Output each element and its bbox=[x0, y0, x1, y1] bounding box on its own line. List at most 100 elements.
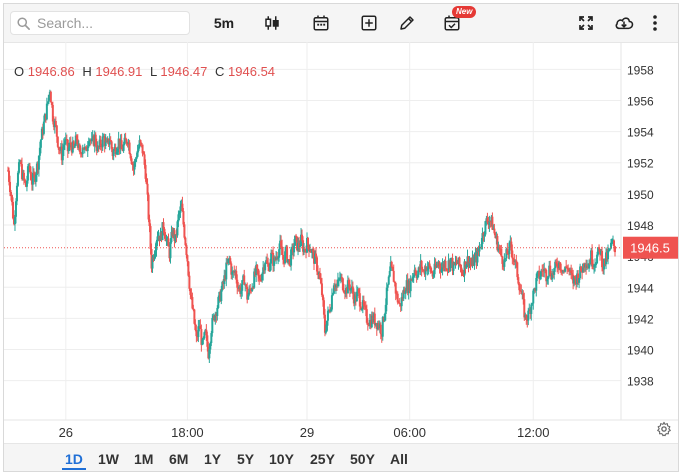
candle-body bbox=[506, 249, 509, 255]
candle-body bbox=[571, 273, 574, 275]
interval-button[interactable]: 5m bbox=[213, 15, 235, 31]
range-1y-button[interactable]: 1Y bbox=[204, 451, 222, 467]
y-tick-label: 1942 bbox=[627, 312, 654, 326]
candle-body bbox=[393, 281, 396, 284]
fullscreen-button[interactable] bbox=[574, 11, 598, 35]
candle-body bbox=[293, 245, 296, 253]
add-indicator-button[interactable] bbox=[357, 11, 381, 35]
candle-body bbox=[185, 245, 188, 256]
candle-body bbox=[384, 304, 387, 314]
candle-body bbox=[527, 310, 530, 321]
candle-body bbox=[432, 274, 435, 277]
candle-body bbox=[243, 275, 246, 285]
candle-body bbox=[51, 104, 54, 122]
events-button[interactable]: New bbox=[440, 6, 477, 35]
candle-body bbox=[321, 295, 324, 301]
candle-body bbox=[366, 322, 369, 325]
candle-body bbox=[205, 329, 208, 336]
candle-body bbox=[143, 154, 146, 165]
download-button[interactable] bbox=[611, 11, 637, 35]
high-value: 1946.91 bbox=[95, 64, 143, 79]
candle-body bbox=[383, 313, 386, 321]
candle-body bbox=[11, 202, 14, 219]
range-50y-button[interactable]: 50Y bbox=[350, 451, 375, 467]
candle-body bbox=[187, 261, 190, 276]
candle-body bbox=[76, 139, 79, 148]
candle-body bbox=[241, 280, 244, 291]
candle-body bbox=[307, 237, 310, 246]
candle-body bbox=[55, 125, 58, 137]
candle-body bbox=[559, 262, 562, 270]
candle-body bbox=[54, 120, 57, 126]
candle-body bbox=[551, 273, 554, 280]
candle-body bbox=[259, 278, 262, 281]
candle-body bbox=[510, 241, 513, 251]
candle-body bbox=[153, 254, 156, 260]
chart-widget: 5m bbox=[3, 3, 679, 472]
candle-body bbox=[544, 269, 547, 271]
more-menu-button[interactable] bbox=[646, 11, 664, 35]
range-1d-button[interactable]: 1D bbox=[62, 448, 86, 470]
candle-body bbox=[281, 246, 284, 255]
candle-body bbox=[553, 268, 556, 275]
candle-body bbox=[364, 306, 367, 310]
candle-body bbox=[46, 101, 49, 104]
candle-body bbox=[144, 164, 147, 179]
candle-body bbox=[197, 326, 200, 338]
range-10y-button[interactable]: 10Y bbox=[269, 451, 294, 467]
candle-body bbox=[99, 139, 102, 147]
candle-body bbox=[338, 278, 341, 280]
search-icon bbox=[17, 16, 30, 30]
date-range-button[interactable] bbox=[309, 11, 333, 35]
candle-body bbox=[280, 240, 283, 247]
symbol-search[interactable] bbox=[10, 11, 190, 35]
candle-body bbox=[273, 257, 276, 266]
candle-body bbox=[140, 142, 143, 145]
candle-body bbox=[31, 172, 34, 185]
y-tick-label: 1944 bbox=[627, 281, 654, 295]
candle-body bbox=[287, 259, 290, 263]
candle-body bbox=[598, 247, 601, 250]
price-chart[interactable]: 1958195619541952195019481946194419421940… bbox=[4, 42, 679, 443]
candle-body bbox=[282, 254, 285, 260]
candle-body bbox=[87, 141, 90, 147]
gear-icon[interactable] bbox=[656, 421, 672, 437]
draw-button[interactable] bbox=[395, 11, 419, 35]
range-25y-button[interactable]: 25Y bbox=[310, 451, 335, 467]
candle-body bbox=[202, 338, 205, 340]
candle-body bbox=[178, 212, 181, 215]
range-selector: 1D 1W 1M 6M 1Y 5Y 10Y 25Y 50Y All bbox=[4, 443, 678, 471]
candle-body bbox=[517, 277, 520, 284]
candle-body bbox=[66, 139, 69, 152]
search-input[interactable] bbox=[35, 14, 179, 32]
range-6m-button[interactable]: 6M bbox=[169, 451, 189, 467]
candle-body bbox=[57, 146, 60, 150]
candle-body bbox=[230, 263, 233, 275]
candle-body bbox=[326, 310, 329, 321]
candle-body bbox=[611, 240, 614, 243]
candle-body bbox=[355, 291, 358, 302]
candle-body bbox=[149, 226, 152, 250]
candle-body bbox=[252, 287, 255, 289]
candle-body bbox=[130, 158, 133, 165]
candle-body bbox=[446, 269, 449, 271]
candle-body bbox=[588, 263, 591, 269]
candle-body bbox=[275, 257, 278, 260]
candle-body bbox=[146, 183, 149, 195]
range-1w-button[interactable]: 1W bbox=[98, 451, 119, 467]
candle-body bbox=[194, 323, 197, 330]
candle-body bbox=[574, 276, 577, 279]
candle-body bbox=[566, 267, 569, 269]
candle-body bbox=[426, 267, 429, 271]
candle-body bbox=[319, 278, 322, 284]
candle-body bbox=[473, 256, 476, 266]
candle-body bbox=[518, 283, 521, 291]
candle-body bbox=[69, 142, 72, 145]
range-5y-button[interactable]: 5Y bbox=[237, 451, 255, 467]
range-all-button[interactable]: All bbox=[390, 451, 408, 467]
candlestick-chart[interactable]: 1958195619541952195019481946194419421940… bbox=[4, 42, 679, 443]
candle-body bbox=[110, 141, 113, 149]
chart-type-button[interactable] bbox=[260, 11, 284, 35]
range-1m-button[interactable]: 1M bbox=[134, 451, 154, 467]
candle-body bbox=[554, 261, 557, 269]
